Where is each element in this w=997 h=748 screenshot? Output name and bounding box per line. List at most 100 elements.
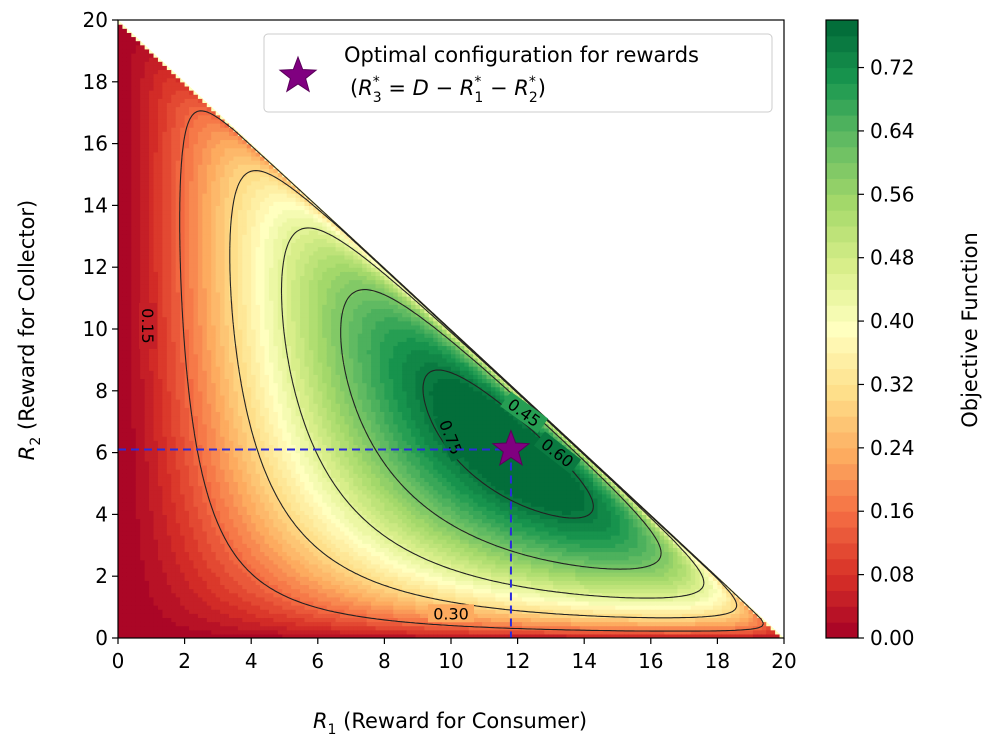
heat-cell xyxy=(197,283,203,289)
heat-cell xyxy=(166,559,172,565)
heat-cell xyxy=(180,131,186,136)
heat-cell xyxy=(171,535,177,540)
heat-cell xyxy=(140,415,146,421)
heat-cell xyxy=(122,621,128,627)
heat-cell xyxy=(162,77,168,83)
heat-cell xyxy=(197,366,203,371)
heat-cell xyxy=(242,403,248,408)
heat-cell xyxy=(131,65,137,71)
heat-cell xyxy=(140,242,146,248)
heat-cell xyxy=(255,456,261,462)
heat-cell xyxy=(255,155,261,161)
heat-cell xyxy=(118,300,124,305)
heat-cell xyxy=(171,481,177,487)
heat-cell xyxy=(229,452,235,458)
heat-cell xyxy=(193,427,199,433)
heat-cell xyxy=(202,155,208,161)
heat-cell xyxy=(126,226,132,231)
heat-cell xyxy=(162,213,168,219)
heat-cell xyxy=(211,188,217,194)
heat-cell xyxy=(144,522,150,528)
heat-cell xyxy=(193,324,199,330)
heat-cell xyxy=(118,403,124,408)
heat-cell xyxy=(118,596,124,602)
heat-cell xyxy=(246,279,252,285)
heat-cell xyxy=(126,40,132,46)
heat-cell xyxy=(220,588,226,594)
heat-cell xyxy=(242,131,248,136)
heat-cell xyxy=(246,617,252,623)
heat-cell xyxy=(229,609,235,614)
heat-cell xyxy=(153,164,159,169)
heat-cell xyxy=(260,226,266,231)
heat-cell xyxy=(255,258,261,264)
heat-cell xyxy=(251,246,257,252)
heat-cell xyxy=(144,605,150,610)
heat-cell xyxy=(189,329,195,334)
heat-cell xyxy=(122,201,128,206)
heat-cell xyxy=(277,329,283,334)
heat-cell xyxy=(206,320,212,326)
heat-cell xyxy=(122,555,128,561)
heat-cell xyxy=(224,279,230,285)
heat-cell xyxy=(126,271,132,277)
heat-cell xyxy=(126,514,132,520)
heat-cell xyxy=(229,209,235,215)
heat-cell xyxy=(162,502,168,507)
heat-cell xyxy=(268,407,274,412)
heat-cell xyxy=(131,209,137,215)
heat-cell xyxy=(242,394,248,400)
heat-cell xyxy=(157,378,163,384)
heat-cell xyxy=(157,588,163,594)
heat-cell xyxy=(193,390,199,396)
heat-cell xyxy=(157,230,163,235)
heat-cell xyxy=(175,551,181,557)
heat-cell xyxy=(166,386,172,392)
heat-cell xyxy=(246,333,252,338)
heat-cell xyxy=(246,201,252,206)
heat-cell xyxy=(162,477,168,483)
heat-cell xyxy=(215,382,221,388)
heat-cell xyxy=(220,535,226,540)
heat-cell xyxy=(233,629,239,635)
heat-cell xyxy=(224,164,230,169)
heat-cell xyxy=(118,345,124,351)
heat-cell xyxy=(184,609,190,614)
heat-cell xyxy=(171,555,177,561)
heat-cell xyxy=(237,275,243,281)
heat-cell xyxy=(144,279,150,285)
heat-cell xyxy=(282,419,288,425)
heat-cell xyxy=(246,415,252,421)
heat-cell xyxy=(135,85,141,91)
heat-cell xyxy=(149,436,155,441)
heat-cell xyxy=(202,464,208,470)
heat-cell xyxy=(162,399,168,404)
heat-cell xyxy=(206,469,212,474)
heat-cell xyxy=(282,539,288,544)
heat-cell xyxy=(282,514,288,520)
heat-cell xyxy=(206,518,212,524)
heat-cell xyxy=(122,539,128,544)
heat-cell xyxy=(237,588,243,594)
heat-cell xyxy=(215,143,221,149)
heat-cell xyxy=(166,304,172,309)
heat-cell xyxy=(162,456,168,462)
heat-cell xyxy=(118,48,124,54)
heat-cell xyxy=(206,460,212,466)
heat-cell xyxy=(153,526,159,532)
heat-cell xyxy=(215,448,221,454)
heat-cell xyxy=(131,85,137,91)
heat-cell xyxy=(149,481,155,487)
heat-cell xyxy=(140,180,146,186)
heat-cell xyxy=(260,530,266,536)
heat-cell xyxy=(255,374,261,380)
heat-cell xyxy=(268,349,274,355)
heat-cell xyxy=(251,419,257,425)
heat-cell xyxy=(131,283,137,289)
heat-cell xyxy=(171,572,177,577)
heat-cell xyxy=(193,250,199,256)
heat-cell xyxy=(206,217,212,223)
heat-cell xyxy=(131,164,137,169)
heat-cell xyxy=(264,254,270,260)
heat-cell xyxy=(149,73,155,79)
